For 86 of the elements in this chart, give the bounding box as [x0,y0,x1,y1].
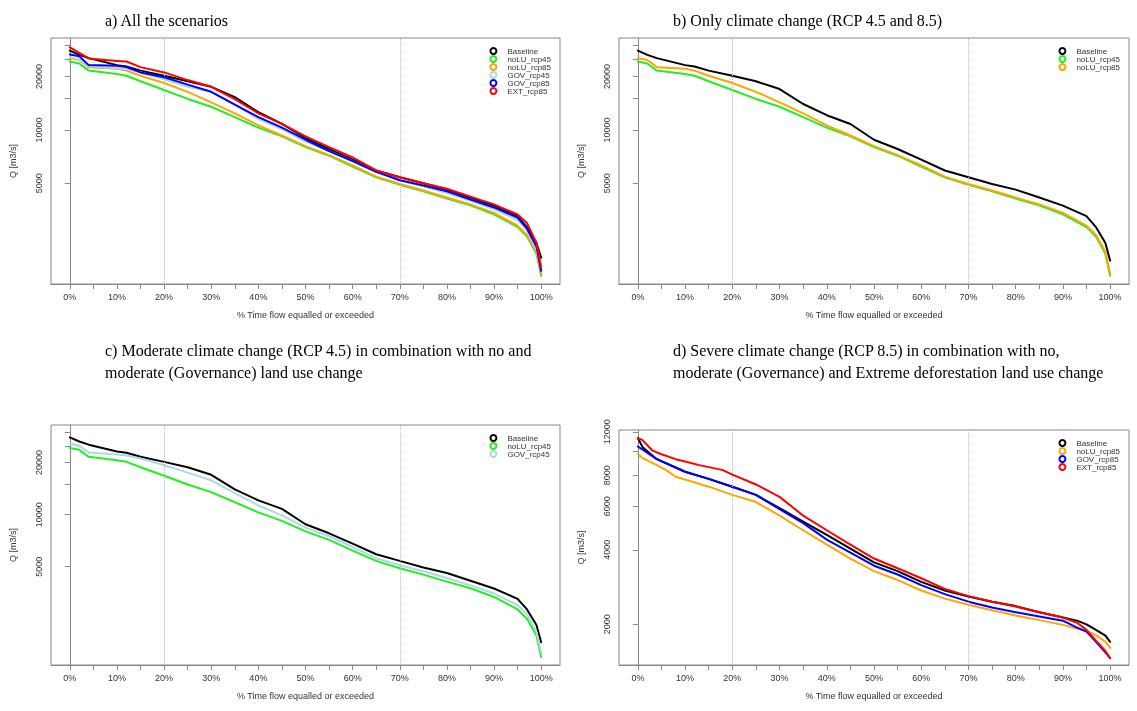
y-axis-title: Q [m3/s] [7,527,18,563]
legend-label: noLU_rcp85 [507,62,552,72]
x-axis-title: % Time flow equalled or exceeded [805,309,943,320]
legend-label: Baseline [1076,46,1108,56]
x-tick-label: 50% [296,291,315,302]
x-tick-label: 60% [343,291,362,302]
x-axis-title: % Time flow equalled or exceeded [805,690,943,701]
y-axis-title: Q [m3/s] [7,143,18,179]
chart-title: a) All the scenarios [105,11,229,30]
x-tick-label: 70% [959,672,978,683]
legend-label: noLU_rcp45 [507,441,552,451]
x-tick-label: 50% [864,291,884,302]
legend-label: noLU_rcp85 [1076,446,1121,456]
x-tick-label: 80% [437,672,456,683]
x-tick-label: 70% [959,291,978,302]
x-tick-label: 90% [1053,291,1072,302]
x-tick-label: 90% [1053,672,1072,683]
y-tick-label: 10000 [33,502,44,528]
x-tick-label: 40% [817,672,836,683]
y-tick-label: 10000 [601,117,612,143]
legend-label: noLU_rcp85 [1076,62,1121,72]
x-tick-label: 50% [296,672,315,683]
legend-label: Baseline [507,433,539,443]
y-tick-label: 5000 [33,173,44,194]
legend-label: noLU_rcp45 [507,54,552,64]
x-tick-label: 30% [202,291,221,302]
y-tick-label: 12000 [601,419,612,445]
x-tick-label: 0% [631,291,645,302]
x-tick-label: 40% [249,291,268,302]
legend-label: GOV_rcp45 [507,449,551,459]
x-tick-label: 20% [155,291,174,302]
x-tick-label: 30% [202,672,221,683]
legend-label: noLU_rcp45 [1076,54,1121,64]
x-axis-title: % Time flow equalled or exceeded [236,309,375,320]
x-tick-label: 70% [390,672,409,683]
x-tick-label: 0% [63,291,77,302]
y-tick-label: 5000 [33,556,44,577]
legend-label: EXT_rcp85 [1076,462,1117,472]
x-tick-label: 80% [437,291,456,302]
y-tick-label: 20000 [33,64,44,90]
legend-label: GOV_rcp85 [1076,454,1120,464]
y-tick-label: 20000 [33,450,44,476]
x-axis-title: % Time flow equalled or exceeded [236,690,375,701]
y-axis-title: Q [m3/s] [575,143,586,179]
x-tick-label: 10% [676,672,695,683]
x-tick-label: 70% [390,291,409,302]
y-tick-label: 6000 [601,496,612,517]
x-tick-label: 10% [107,291,126,302]
x-tick-label: 30% [770,672,789,683]
x-tick-label: 40% [249,672,268,683]
y-tick-label: 8000 [601,465,612,486]
x-tick-label: 50% [864,672,884,683]
chart-title: d) Severe climate change (RCP 8.5) in combination with no, moderate (Governance) and Extreme deforestation land use change [673,341,1104,382]
x-tick-label: 20% [723,291,742,302]
x-tick-label: 20% [723,672,742,683]
x-tick-label: 90% [485,291,504,302]
x-tick-label: 100% [1098,672,1122,683]
x-tick-label: 80% [1006,672,1025,683]
legend-label: Baseline [507,46,539,56]
chart-title: c) Moderate climate change (RCP 4.5) in combination with no and moderate (Governance) land use change [105,341,536,382]
x-tick-label: 80% [1006,291,1025,302]
x-tick-label: 60% [912,291,931,302]
x-tick-label: 10% [676,291,695,302]
x-tick-label: 60% [912,672,931,683]
y-tick-label: 5000 [601,173,612,194]
x-tick-label: 90% [485,672,504,683]
x-tick-label: 40% [817,291,836,302]
legend-label: EXT_rcp85 [507,86,548,96]
legend-label: GOV_rcp45 [507,70,551,80]
y-tick-label: 2000 [601,614,612,635]
y-tick-label: 10000 [33,117,44,143]
y-axis-title: Q [m3/s] [575,530,586,565]
x-tick-label: 100% [529,291,553,302]
y-tick-label: 4000 [601,539,612,560]
x-tick-label: 30% [770,291,789,302]
legend-label: Baseline [1076,438,1108,448]
x-tick-label: 10% [107,672,126,683]
x-tick-label: 100% [1098,291,1122,302]
legend-label: GOV_rcp85 [507,78,551,88]
x-tick-label: 100% [529,672,553,683]
x-tick-label: 60% [343,672,362,683]
x-tick-label: 20% [155,672,174,683]
x-tick-label: 0% [631,672,645,683]
x-tick-label: 0% [63,672,77,683]
chart-title: b) Only climate change (RCP 4.5 and 8.5) [673,11,943,30]
y-tick-label: 20000 [601,64,612,90]
